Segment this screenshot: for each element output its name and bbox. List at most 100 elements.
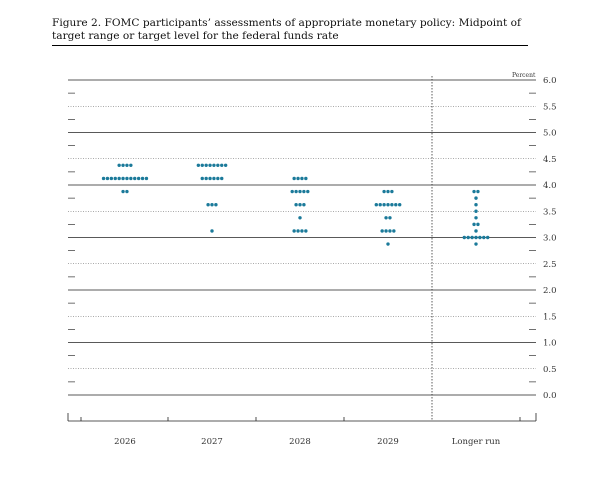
participant-dot [474,216,478,220]
participant-dot [474,242,478,246]
category-label: 2026 [114,437,136,447]
y-tick-label: 1.5 [543,312,557,322]
participant-dot [125,176,129,181]
participant-dot [390,202,394,207]
participant-dot [476,222,480,227]
participant-dot [121,163,125,168]
participant-dot [382,202,386,207]
participant-dot [470,235,474,240]
participant-dot [206,202,210,207]
participant-dot [292,229,296,233]
participant-dot [125,163,129,168]
participant-dot [472,222,476,227]
participant-dot [302,189,306,194]
participant-dot [204,176,208,181]
participant-dot [136,176,141,181]
participant-dot [200,176,204,181]
participant-dot [482,235,486,240]
participant-dot [298,216,302,220]
participant-dot [216,163,220,168]
participant-dot [204,163,208,168]
participant-dot [474,202,478,207]
participant-dot [474,235,478,240]
participant-dot [220,176,224,181]
participant-dot [474,196,478,200]
y-tick-label: 6.0 [543,76,557,86]
participant-dot [105,176,110,181]
participant-dot [302,202,306,207]
participant-dot [486,235,490,240]
figure-title: Figure 2. FOMC participants’ assessments… [52,17,521,42]
participant-dot [212,176,216,181]
participant-dot [398,202,402,207]
y-tick-label: 5.0 [543,129,557,139]
participant-dot [384,229,388,233]
participant-dot [117,163,121,168]
participant-dot [113,176,117,181]
participant-dot [292,176,296,181]
participant-dot [394,202,398,207]
participant-dot [129,176,133,181]
participant-dot [300,229,304,233]
participant-dot [121,176,125,181]
participant-dot [223,163,228,168]
participant-dot [306,189,310,194]
unit-label: Percent [512,72,536,79]
y-tick-label: 5.5 [543,102,557,112]
participant-dot [117,176,121,181]
participant-dot [216,176,220,181]
participant-dot [380,229,384,233]
participant-dot [386,202,390,207]
participant-dot [133,176,137,181]
participant-dot [392,229,396,233]
axis-layer [67,76,537,422]
dot-layer [101,163,490,246]
participant-dot [304,176,308,181]
participant-dot [208,176,212,181]
participant-dot [298,189,302,194]
label-layer: 0.0 0.5 1.0 1.5 2.0 2.5 3.0 3.5 4.0 4.5 5.0 5.5 6.0 P… [114,72,556,447]
participant-dot [476,189,480,194]
participant-dot [101,176,106,181]
participant-dot [129,163,133,168]
participant-dot [109,176,114,181]
participant-dot [388,216,392,220]
participant-dot [296,229,300,233]
participant-dot [214,202,218,207]
participant-dot [220,163,224,168]
participant-dot [290,189,294,194]
participant-dot [466,235,470,240]
participant-dot [200,163,204,168]
participant-dot [300,176,304,181]
participant-dot [210,229,214,233]
participant-dot [196,163,201,168]
category-label: 2028 [289,437,311,447]
y-tick-label: 0.0 [543,391,557,401]
participant-dot [296,176,300,181]
grid-layer [68,79,536,396]
y-tick-label: 2.0 [543,286,557,296]
participant-dot [210,202,214,207]
participant-dot [386,189,390,194]
y-tick-label: 2.5 [543,260,557,270]
y-tick-label: 1.0 [543,339,557,349]
participant-dot [144,176,149,181]
category-label: Longer run [452,437,501,447]
participant-dot [378,202,382,207]
participant-dot [462,235,466,240]
y-tick-label: 0.5 [543,365,557,375]
participant-dot [125,189,129,194]
participant-dot [294,202,298,207]
participant-dot [388,229,392,233]
participant-dot [208,163,212,168]
participant-dot [140,176,145,181]
participant-dot [382,189,386,194]
participant-dot [478,235,482,240]
y-tick-label: 3.0 [543,234,557,244]
participant-dot [474,209,478,213]
participant-dot [298,202,302,207]
participant-dot [374,202,378,207]
participant-dot [121,189,125,194]
participant-dot [472,189,476,194]
